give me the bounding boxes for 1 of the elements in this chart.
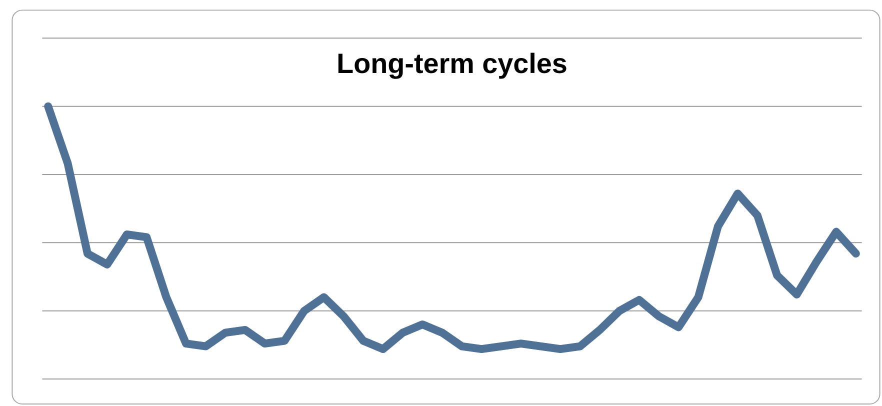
chart-title: Long-term cycles [338,52,566,79]
